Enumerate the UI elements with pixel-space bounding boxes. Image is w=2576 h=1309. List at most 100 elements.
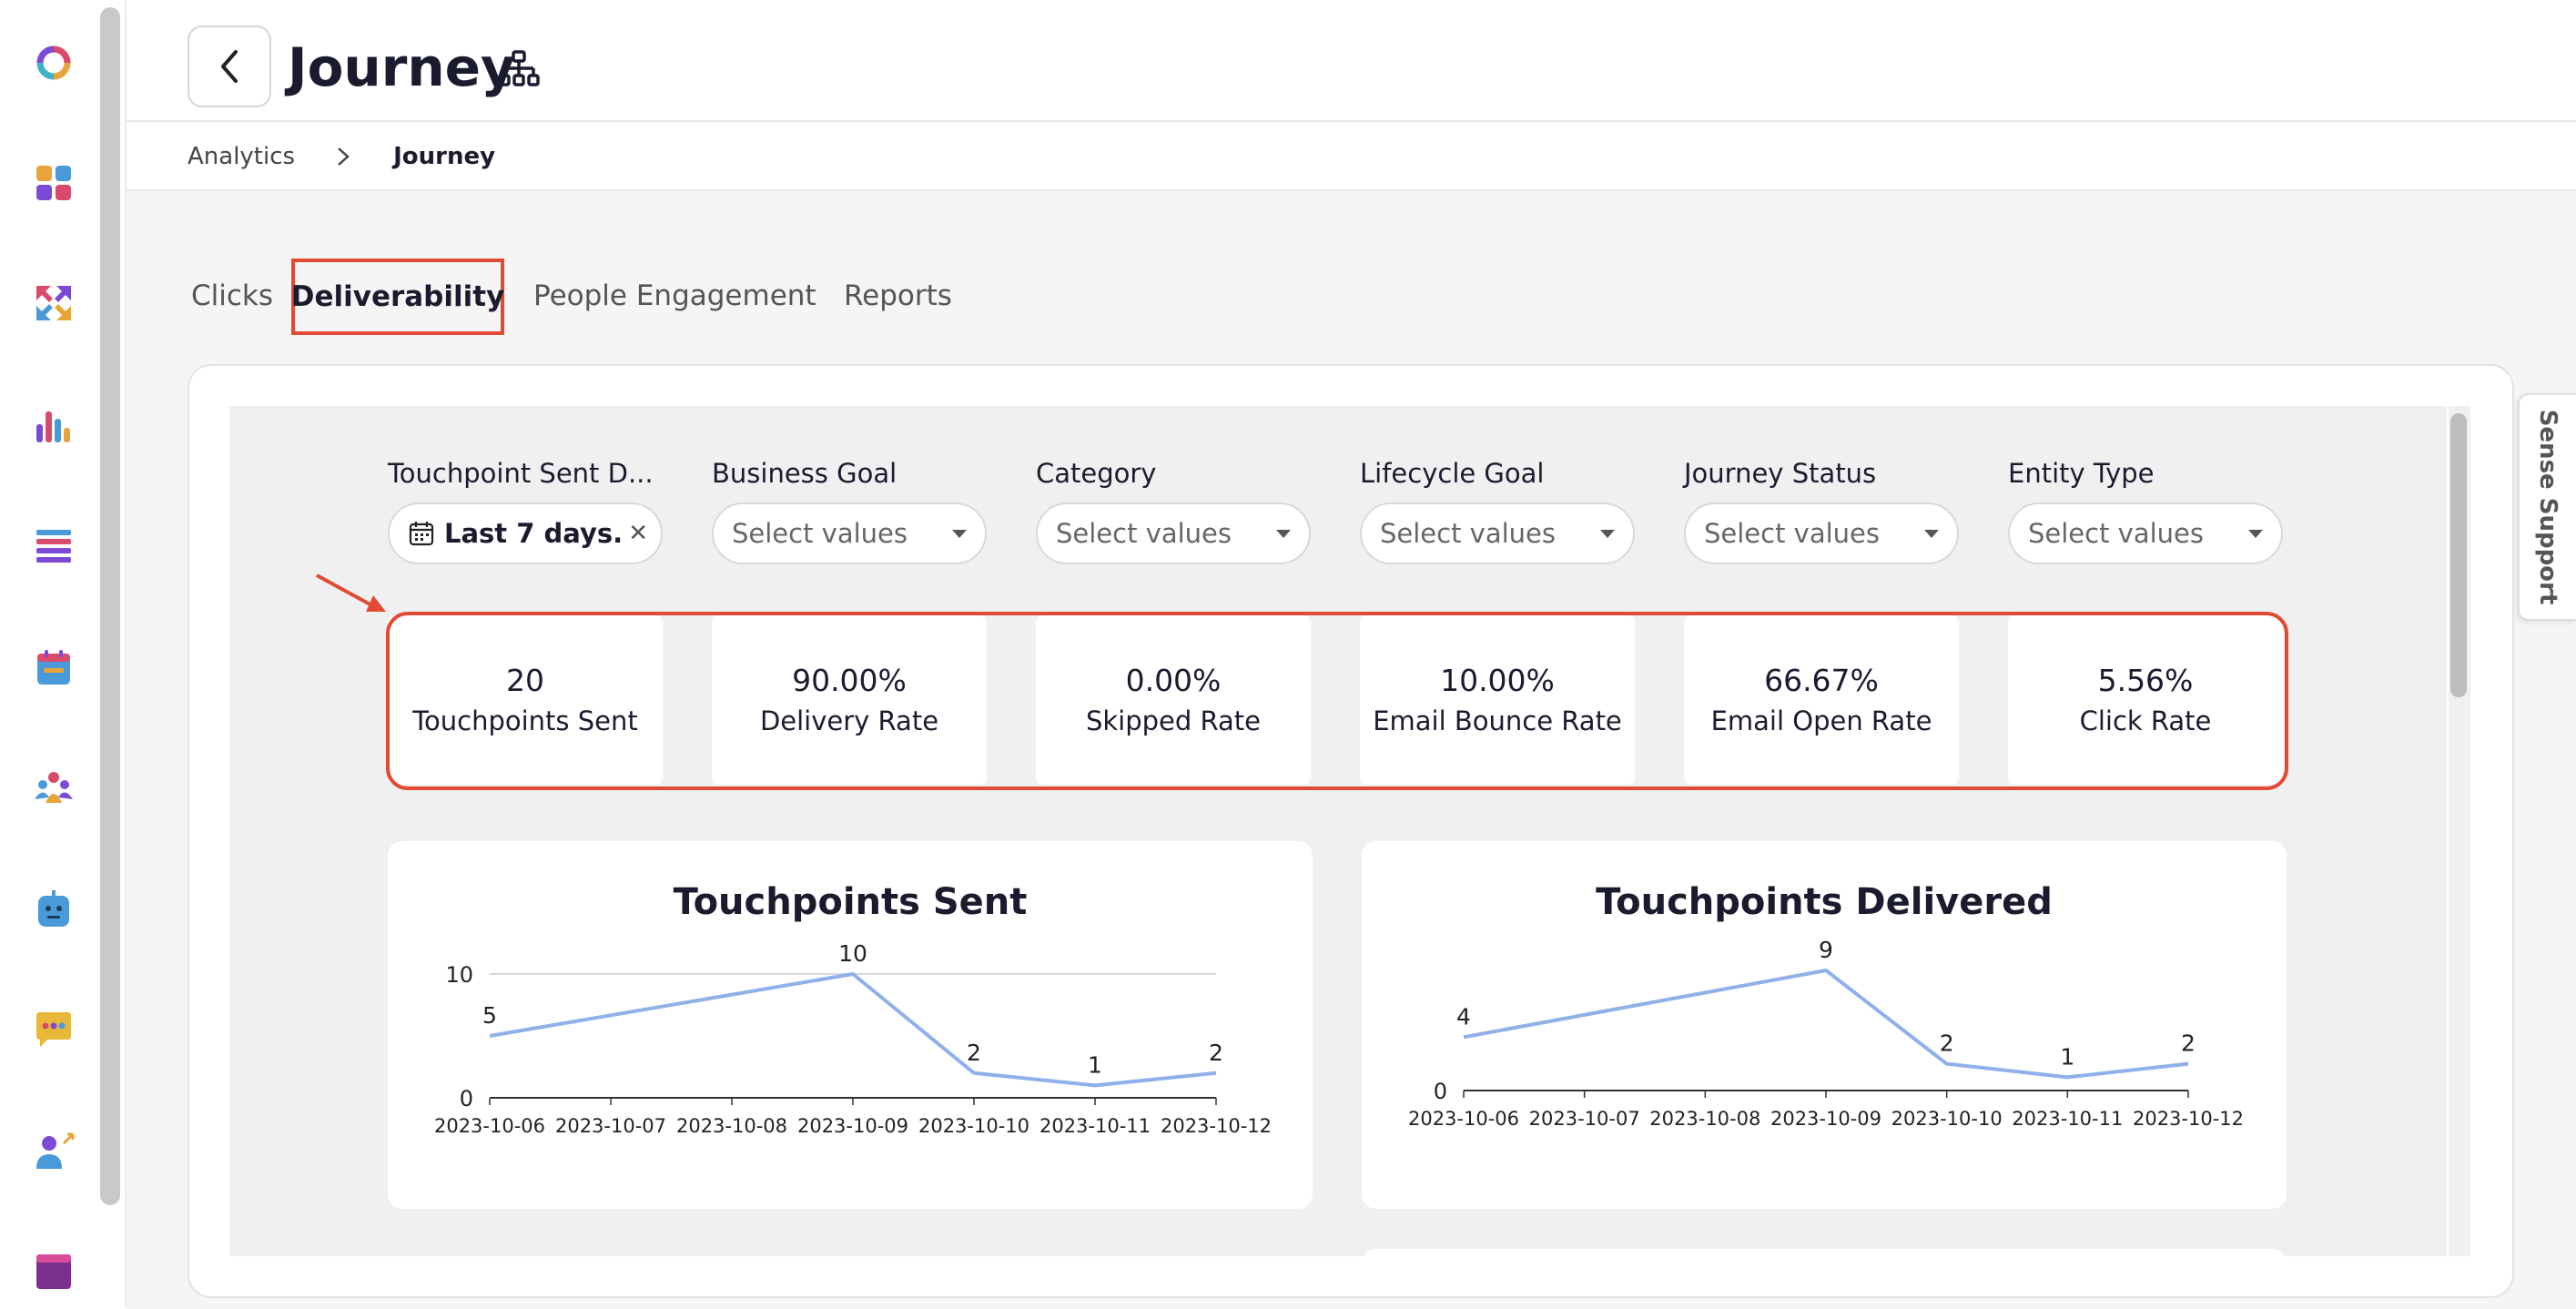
kpi-label: Skipped Rate (1085, 705, 1262, 736)
data-label: 1 (2060, 1043, 2074, 1070)
rail-scrollbar[interactable] (100, 7, 120, 1205)
x-tick-label: 2023-10-06 (434, 1115, 545, 1137)
kpi-label: Email Bounce Rate (1373, 705, 1622, 736)
analytics-bars-icon[interactable] (33, 404, 75, 446)
sense-support-label: Sense Support (2534, 409, 2561, 605)
chart-card-touchpoints-sent: Touchpoints Sent 0 10 2023-10-06 2023-10-07 2… (388, 841, 1313, 1209)
breadcrumb-analytics-link[interactable]: Analytics (188, 143, 296, 170)
browser-window-icon[interactable] (33, 1251, 75, 1293)
tab-clicks[interactable]: Clicks (191, 279, 274, 312)
business-goal-placeholder: Select values (732, 518, 908, 549)
calendar-icon (409, 522, 434, 546)
chevron-down-icon (1924, 529, 1939, 538)
list-icon[interactable] (33, 524, 75, 566)
annotation-arrow-icon (316, 573, 386, 612)
data-label: 5 (482, 1002, 497, 1029)
x-tick-label: 2023-10-07 (555, 1115, 666, 1137)
tab-deliverability[interactable]: Deliverability (291, 259, 504, 335)
data-label: 2 (967, 1040, 981, 1066)
kpi-email-bounce-rate: 10.00% Email Bounce Rate (1360, 615, 1635, 785)
x-tick-label: 2023-10-07 (1529, 1108, 1640, 1130)
data-label: 2 (1209, 1040, 1223, 1066)
chart-title: Touchpoints Delivered (1596, 881, 2053, 923)
kpi-highlight-box (386, 612, 2288, 790)
x-tick-label: 2023-10-09 (1770, 1108, 1881, 1130)
kpi-value: 20 (506, 663, 544, 698)
category-select[interactable]: Select values (1036, 502, 1311, 564)
filter-label-category: Category (1036, 458, 1157, 489)
series-line (489, 972, 1217, 1088)
filter-label-journey-status: Journey Status (1684, 458, 1877, 489)
business-goal-select[interactable]: Select values (712, 502, 987, 564)
user-assign-icon[interactable] (33, 1131, 75, 1172)
x-tick-label: 2023-10-10 (1891, 1108, 2003, 1130)
x-tick-label: 2023-10-11 (2012, 1108, 2123, 1130)
kpi-value: 0.00% (1125, 663, 1222, 698)
breadcrumb-current: Journey (393, 143, 496, 170)
kpi-value: 66.67% (1764, 663, 1879, 698)
kpi-label: Delivery Rate (759, 705, 939, 736)
chat-bubble-icon[interactable] (33, 1009, 75, 1050)
entity-type-placeholder: Select values (2028, 518, 2205, 549)
data-label: 1 (1088, 1051, 1102, 1078)
clear-icon[interactable]: ✕ (628, 520, 648, 547)
lifecycle-goal-select[interactable]: Select values (1360, 502, 1635, 564)
app-logo-icon[interactable] (33, 42, 75, 84)
dashboard-grid-icon[interactable] (33, 162, 75, 204)
back-button[interactable] (188, 25, 271, 107)
kpi-email-open-rate: 66.67% Email Open Rate (1684, 615, 1959, 785)
y-tick-label: 0 (460, 1086, 473, 1111)
filter-label-business-goal: Business Goal (712, 458, 898, 489)
journey-status-placeholder: Select values (1704, 518, 1881, 549)
calendar-icon[interactable] (33, 646, 75, 688)
date-range-select[interactable]: Last 7 days... ✕ (388, 502, 663, 564)
x-tick-label: 2023-10-06 (1408, 1108, 1519, 1130)
hierarchy-icon[interactable] (497, 49, 541, 89)
data-label: 2 (1940, 1030, 1954, 1057)
chevron-down-icon (2248, 529, 2263, 538)
filter-label-lifecycle-goal: Lifecycle Goal (1360, 458, 1545, 489)
people-group-icon[interactable] (33, 766, 75, 808)
kpi-label: Click Rate (2079, 705, 2212, 736)
arrows-exchange-icon[interactable] (33, 282, 75, 324)
series-line (1463, 969, 2189, 1080)
x-tick-label: 2023-10-11 (1040, 1115, 1151, 1137)
sense-support-tab[interactable]: Sense Support (2518, 393, 2576, 621)
data-label: 4 (1456, 1003, 1471, 1030)
breadcrumb: Analytics Journey (188, 138, 495, 175)
date-range-value: Last 7 days... (444, 518, 622, 549)
chart-touchpoints-sent: Touchpoints Sent 0 10 2023-10-06 2023-10-07 2… (434, 881, 1272, 1137)
chart-title: Touchpoints Sent (674, 881, 1028, 923)
robot-icon[interactable] (33, 888, 75, 930)
dashboard-scrollbar[interactable] (2450, 413, 2467, 697)
x-tick-label: 2023-10-08 (676, 1115, 787, 1137)
app-rail (0, 0, 98, 1307)
entity-type-select[interactable]: Select values (2008, 502, 2283, 564)
kpi-click-rate: 5.56% Click Rate (2008, 615, 2283, 785)
x-tick-label: 2023-10-09 (797, 1115, 908, 1137)
chevron-down-icon (1600, 529, 1615, 538)
y-tick-label: 0 (1434, 1079, 1447, 1104)
page-title: Journey (288, 36, 515, 98)
chart-card-touchpoints-delivered: Touchpoints Delivered 0 2023-10-06 2023-10-… (1362, 841, 2287, 1209)
journey-status-select[interactable]: Select values (1684, 502, 1959, 564)
filter-label-entity-type: Entity Type (2008, 458, 2155, 489)
category-placeholder: Select values (1056, 518, 1232, 549)
tab-reports[interactable]: Reports (844, 279, 952, 312)
data-label: 9 (1819, 937, 1833, 963)
header-divider (127, 120, 2576, 122)
data-label: 2 (2181, 1030, 2196, 1057)
x-tick-label: 2023-10-12 (1161, 1115, 1272, 1137)
tab-people-engagement[interactable]: People Engagement (533, 279, 816, 312)
chart-touchpoints-delivered: Touchpoints Delivered 0 2023-10-06 2023-10-… (1408, 881, 2244, 1130)
chevron-down-icon (952, 529, 967, 538)
chevron-left-icon (221, 50, 238, 83)
kpi-touchpoints-sent: 20 Touchpoints Sent (388, 615, 663, 785)
chart-card-partial (1362, 1249, 2287, 1285)
kpi-label: Email Open Rate (1710, 705, 1932, 736)
x-tick-label: 2023-10-10 (918, 1115, 1029, 1137)
chevron-down-icon (1276, 529, 1291, 538)
x-tick-label: 2023-10-12 (2133, 1108, 2244, 1130)
kpi-value: 90.00% (792, 663, 907, 698)
kpi-delivery-rate: 90.00% Delivery Rate (712, 615, 987, 785)
